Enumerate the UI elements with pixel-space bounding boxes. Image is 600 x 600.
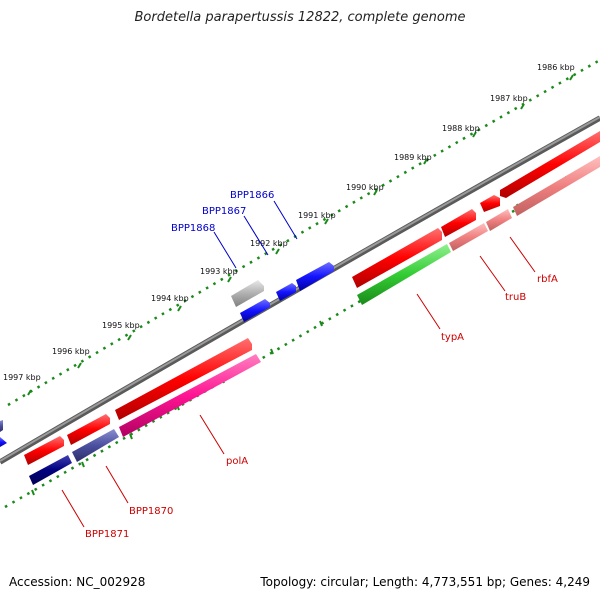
leader-lines: [61, 200, 536, 528]
gene-bar-typA: [357, 244, 451, 305]
gene-bar-typA-red: [352, 228, 442, 288]
gene-bar-BPP1867: [276, 283, 296, 301]
gene-bar-BPP1866: [296, 262, 334, 291]
gene-bar-BPP1868: [240, 299, 270, 322]
outer-scale-arc: [7, 58, 600, 407]
tick-label-1988: 1988 kbp: [442, 124, 480, 133]
gene-bar-polA-red: [115, 338, 252, 420]
tick-label-1994: 1994 kbp: [151, 294, 189, 303]
gene-bar-BPP1871-red: [24, 436, 64, 465]
gene-bar-edge-blue: [0, 437, 7, 447]
tick-label-1989: 1989 kbp: [394, 153, 432, 162]
gene-bar-truB-red: [480, 195, 500, 212]
gene-bar-rbfA: [513, 156, 600, 216]
tick-label-1986: 1986 kbp: [537, 63, 575, 72]
tick-label-1991: 1991 kbp: [298, 211, 336, 220]
tick-label-1995: 1995 kbp: [102, 321, 140, 330]
tick-label-1992: 1992 kbp: [250, 239, 288, 248]
tick-label-1997: 1997 kbp: [3, 373, 41, 382]
gene-label-BPP1868: BPP1868: [171, 223, 215, 234]
tick-label-1993: 1993 kbp: [200, 267, 238, 276]
forward-genes: [0, 131, 600, 465]
map-title: Bordetella parapertussis 12822, complete…: [134, 10, 466, 25]
gene-bar-BPP1870: [72, 429, 119, 462]
gene-bar-BPP1868-gray: [231, 280, 264, 307]
gene-label-rbfA: rbfA: [537, 274, 558, 285]
gene-bar-BPP1870-red: [67, 414, 110, 445]
gene-label-truB: truB: [505, 292, 526, 303]
gene-label-typA: typA: [441, 332, 464, 343]
gene-label-BPP1870: BPP1870: [129, 506, 173, 517]
genome-stats-label: Topology: circular; Length: 4,773,551 bp…: [260, 575, 590, 589]
gene-labels: BPP1866 BPP1867 BPP1868 rbfA truB typA p…: [85, 190, 558, 540]
tick-label-1987: 1987 kbp: [490, 94, 528, 103]
gene-bar-pink-2: [449, 223, 488, 251]
gene-bar-truB: [486, 209, 512, 231]
gene-bar-BPP1871: [29, 455, 72, 485]
outer-major-ticks: [27, 74, 574, 396]
gene-bar-polA: [119, 354, 261, 437]
gene-label-BPP1871: BPP1871: [85, 529, 129, 540]
gene-label-BPP1866: BPP1866: [230, 190, 274, 201]
tick-label-1996: 1996 kbp: [52, 347, 90, 356]
reverse-genes: [29, 156, 600, 485]
gene-bar-typA-red-upper: [441, 209, 476, 237]
gene-bar-rbfA-red: [500, 131, 600, 198]
gene-bar-edge-slate: [0, 420, 3, 432]
accession-label: Accession: NC_002928: [9, 575, 146, 589]
scale-labels: 1986 kbp 1987 kbp 1988 kbp 1989 kbp 1990…: [3, 63, 575, 382]
tick-label-1990: 1990 kbp: [346, 183, 384, 192]
gene-label-polA: polA: [226, 456, 248, 467]
gene-label-BPP1867: BPP1867: [202, 206, 246, 217]
